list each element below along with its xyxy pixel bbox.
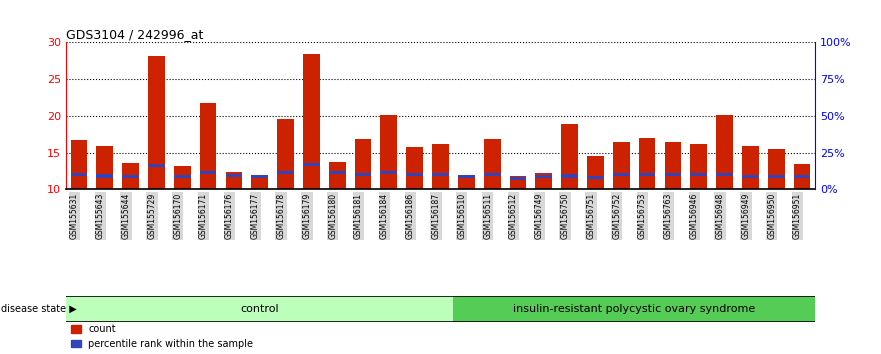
Text: GSM156180: GSM156180 xyxy=(329,193,337,239)
Bar xyxy=(691,144,707,189)
Bar xyxy=(691,173,707,176)
Bar xyxy=(639,173,655,176)
Bar xyxy=(278,119,294,189)
Text: GSM156186: GSM156186 xyxy=(405,193,415,239)
Bar xyxy=(484,139,500,189)
Bar xyxy=(432,173,449,176)
Bar xyxy=(613,173,630,176)
Text: GSM156946: GSM156946 xyxy=(690,193,699,239)
Bar xyxy=(303,54,320,189)
Bar xyxy=(742,175,759,178)
Legend: count, percentile rank within the sample: count, percentile rank within the sample xyxy=(71,324,254,349)
Bar xyxy=(278,171,294,174)
Text: GSM156949: GSM156949 xyxy=(742,193,751,239)
Text: GSM155644: GSM155644 xyxy=(122,193,130,239)
Bar xyxy=(381,115,397,189)
Bar xyxy=(484,173,500,176)
Bar xyxy=(355,173,372,176)
Bar xyxy=(536,175,552,178)
Bar xyxy=(200,171,217,174)
Text: GSM155643: GSM155643 xyxy=(96,193,105,239)
Bar xyxy=(432,144,449,189)
Bar xyxy=(122,163,139,189)
Bar xyxy=(458,176,475,189)
Bar xyxy=(406,147,423,189)
Text: GSM156179: GSM156179 xyxy=(302,193,311,239)
Bar xyxy=(664,173,681,176)
Bar xyxy=(381,171,397,174)
Bar xyxy=(96,174,113,178)
Text: GDS3104 / 242996_at: GDS3104 / 242996_at xyxy=(66,28,204,41)
Bar xyxy=(96,146,113,189)
Bar xyxy=(509,177,526,180)
Bar xyxy=(122,175,139,178)
Bar xyxy=(406,173,423,176)
Text: GSM156176: GSM156176 xyxy=(225,193,234,239)
Text: GSM156763: GSM156763 xyxy=(664,193,673,239)
Text: GSM156750: GSM156750 xyxy=(560,193,570,239)
Bar xyxy=(794,175,811,178)
Bar xyxy=(742,146,759,189)
Bar xyxy=(587,156,603,189)
Bar xyxy=(536,173,552,189)
Text: GSM156171: GSM156171 xyxy=(199,193,208,239)
Text: GSM156752: GSM156752 xyxy=(612,193,621,239)
Text: GSM156184: GSM156184 xyxy=(380,193,389,239)
Bar xyxy=(355,139,372,189)
Text: GSM155729: GSM155729 xyxy=(147,193,157,239)
Bar xyxy=(639,138,655,189)
Bar xyxy=(561,174,578,178)
Text: GSM156751: GSM156751 xyxy=(587,193,596,239)
Text: GSM156187: GSM156187 xyxy=(432,193,440,239)
Bar xyxy=(561,124,578,189)
Bar xyxy=(148,56,165,189)
Text: GSM156170: GSM156170 xyxy=(174,193,182,239)
Bar xyxy=(251,175,268,189)
Bar xyxy=(768,149,785,189)
Text: GSM156512: GSM156512 xyxy=(509,193,518,239)
Bar xyxy=(174,166,190,189)
Bar xyxy=(303,162,320,166)
Bar xyxy=(70,140,87,189)
Bar xyxy=(794,164,811,189)
Text: GSM155631: GSM155631 xyxy=(70,193,79,239)
Bar xyxy=(226,173,242,177)
Bar xyxy=(70,173,87,176)
Text: insulin-resistant polycystic ovary syndrome: insulin-resistant polycystic ovary syndr… xyxy=(513,304,755,314)
Text: GSM156749: GSM156749 xyxy=(535,193,544,239)
Text: control: control xyxy=(241,304,279,314)
Text: GSM156181: GSM156181 xyxy=(354,193,363,239)
Bar xyxy=(148,164,165,167)
Text: GSM156948: GSM156948 xyxy=(715,193,724,239)
Text: disease state ▶: disease state ▶ xyxy=(1,304,77,314)
Bar xyxy=(509,176,526,189)
Bar xyxy=(664,142,681,189)
Bar xyxy=(587,176,603,179)
Text: GSM156951: GSM156951 xyxy=(793,193,802,239)
Bar xyxy=(716,173,733,176)
Text: GSM156950: GSM156950 xyxy=(767,193,776,239)
Text: GSM156178: GSM156178 xyxy=(277,193,285,239)
Bar xyxy=(226,172,242,189)
Bar xyxy=(458,175,475,178)
Bar xyxy=(200,103,217,189)
Bar xyxy=(329,162,345,189)
Bar xyxy=(174,175,190,178)
Bar xyxy=(251,175,268,178)
FancyBboxPatch shape xyxy=(454,296,815,322)
Bar xyxy=(329,171,345,174)
Text: GSM156511: GSM156511 xyxy=(483,193,492,239)
Bar xyxy=(613,142,630,189)
Text: GSM156510: GSM156510 xyxy=(457,193,466,239)
Bar xyxy=(716,115,733,189)
Text: GSM156177: GSM156177 xyxy=(251,193,260,239)
Text: GSM156753: GSM156753 xyxy=(638,193,647,239)
FancyBboxPatch shape xyxy=(66,296,454,322)
Bar xyxy=(768,175,785,178)
